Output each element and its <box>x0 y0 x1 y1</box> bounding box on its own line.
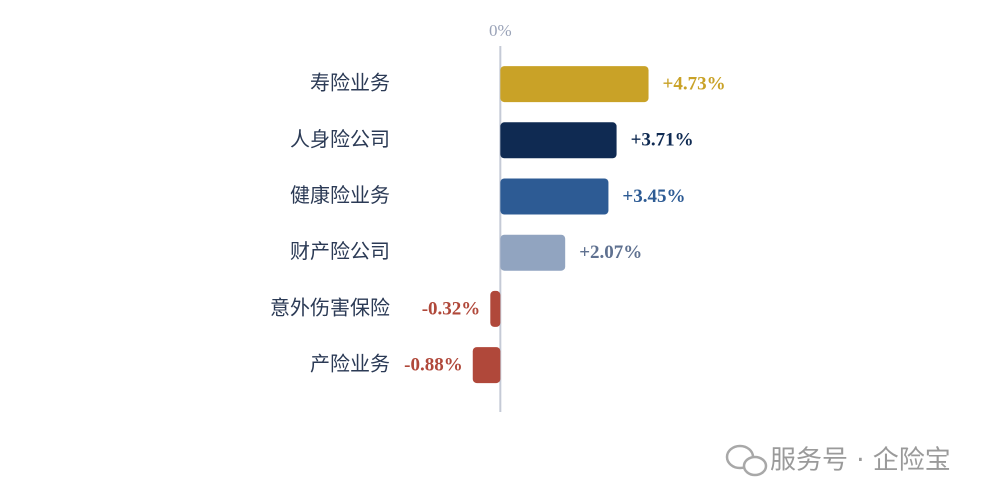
value-label: +2.07% <box>579 242 642 263</box>
value-label: -0.88% <box>404 354 463 375</box>
watermark-icon <box>725 444 768 477</box>
value-label: +3.45% <box>622 186 685 207</box>
y-tick-label: 健康险业务 <box>290 183 390 207</box>
y-tick-label: 人身险公司 <box>290 127 390 151</box>
bar <box>490 290 501 327</box>
bar <box>500 178 609 215</box>
value-label: +4.73% <box>663 73 726 94</box>
bar <box>500 66 649 103</box>
y-tick-label: 意外伤害保险 <box>270 295 390 319</box>
watermark: 服务号 · 企险宝 <box>770 446 951 476</box>
y-tick-label: 寿险业务 <box>310 71 390 95</box>
y-tick-label: 财产险公司 <box>290 239 390 263</box>
y-tick-label: 产险业务 <box>310 352 390 376</box>
bar <box>472 347 501 384</box>
value-label: +3.71% <box>631 130 694 151</box>
value-label: -0.32% <box>422 298 481 319</box>
x-tick-label: 0% <box>489 21 512 40</box>
bar <box>500 234 566 271</box>
bar <box>500 122 617 159</box>
